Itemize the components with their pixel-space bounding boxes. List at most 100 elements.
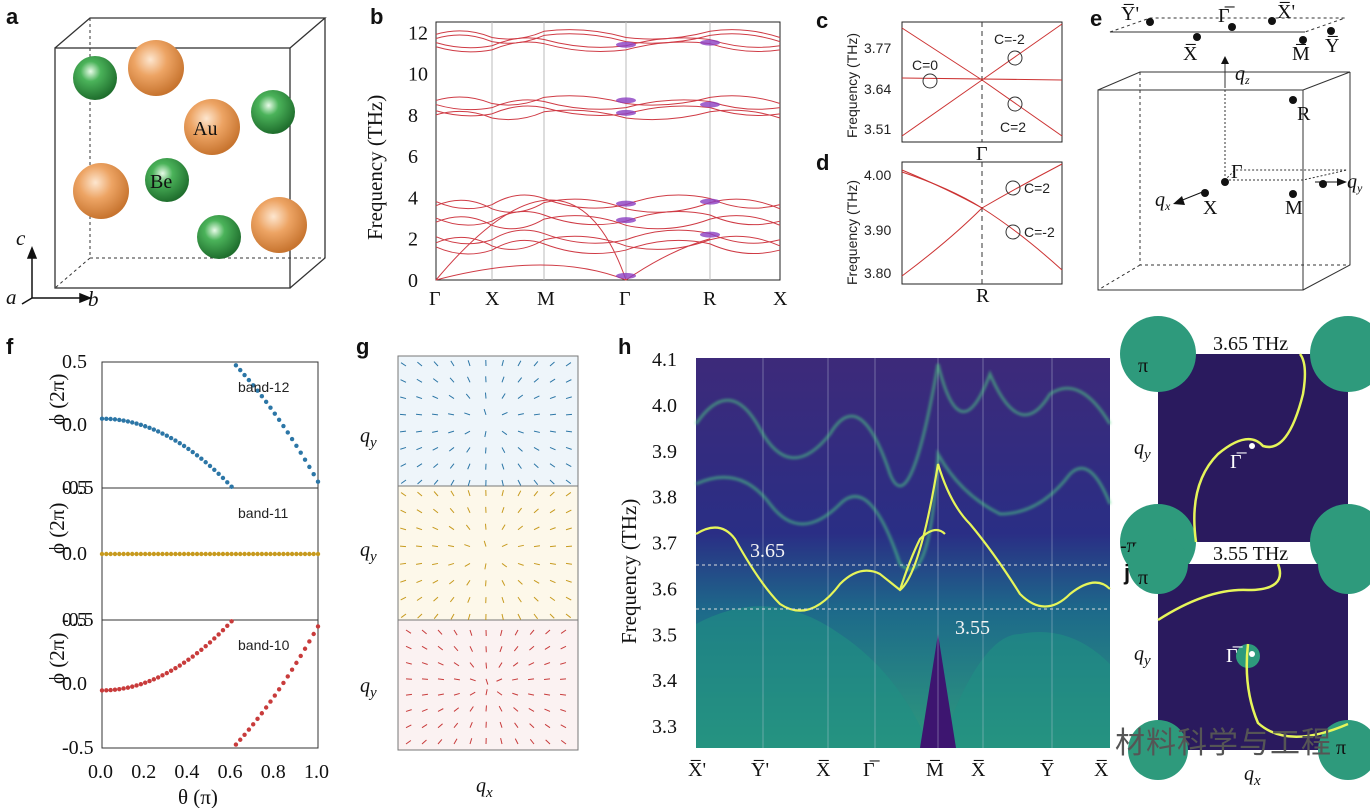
f-wilson-point: [285, 430, 290, 435]
b-band-line: [435, 37, 781, 49]
g-vector-arrow: [560, 662, 567, 665]
b-xtick: M: [537, 288, 555, 310]
g-vector-arrow: [448, 413, 455, 416]
f-ytick: 0.5: [62, 477, 87, 499]
f-wilson-point: [281, 423, 286, 429]
f-wilson-point: [212, 636, 217, 641]
c-ylabel: Frequency (THz): [844, 33, 860, 138]
g-vector-arrow: [528, 708, 535, 712]
g-vector-arrow: [449, 596, 455, 603]
g-vector-arrow: [448, 525, 455, 531]
f-wilson-point: [251, 551, 256, 557]
bz-point: M̅: [1292, 43, 1310, 65]
g-vector-arrow: [467, 490, 471, 497]
f-ytick: -0.5: [62, 737, 94, 759]
be-atom: [73, 56, 117, 100]
f-wilson-point: [225, 480, 230, 485]
b-xtick: X: [485, 288, 500, 310]
b-band-line: [435, 238, 711, 281]
g-vector-arrow: [437, 678, 445, 681]
f-wilson-point: [233, 363, 239, 368]
f-wilson-point: [125, 551, 131, 557]
f-wilson-point: [233, 551, 239, 557]
f-wilson-point: [220, 627, 226, 633]
g-vector-arrow: [400, 396, 407, 400]
g-vector-arrow: [469, 706, 474, 712]
g-vector-arrow: [449, 377, 455, 383]
g-vector-arrow: [565, 613, 572, 619]
f-ytick: 0.5: [62, 351, 87, 373]
g-vector-arrow: [467, 507, 471, 514]
g-vector-arrow: [549, 491, 555, 497]
g-vector-arrow: [416, 509, 423, 514]
f-ytick: -0.5: [62, 477, 94, 499]
g-vector-arrow: [433, 613, 439, 619]
g-vector-arrow: [433, 596, 439, 602]
b-crossing-node: [616, 217, 636, 224]
f-wilson-point: [168, 435, 174, 441]
g-vector-arrow: [416, 396, 423, 400]
g-vector-arrow: [500, 629, 503, 636]
g-vector-arrow: [565, 509, 572, 514]
bz-point: Y̅: [1325, 35, 1339, 57]
au-atom: [73, 163, 129, 219]
h-xtick: X̅: [816, 759, 831, 781]
b-band-line: [435, 215, 781, 230]
f-wilson-point: [212, 467, 217, 473]
f-wilson-point: [173, 666, 178, 671]
g-vector-arrow: [448, 562, 455, 566]
g-vector-arrow: [416, 446, 423, 451]
g-vector-arrow: [529, 738, 535, 745]
g-vector-arrow: [450, 360, 455, 367]
f-wilson-point: [311, 631, 316, 637]
f-wilson-point: [199, 647, 204, 652]
d-ytick: 3.80: [864, 265, 891, 281]
f-wilson-point: [108, 687, 113, 693]
f-wilson-point: [155, 675, 161, 680]
f-wilson-point: [155, 551, 161, 557]
g-vector-arrow: [437, 723, 443, 729]
g-vector-arrow: [405, 645, 412, 650]
f-wilson-point: [104, 688, 109, 693]
g-vector-arrow: [417, 491, 423, 497]
axis-a: a: [6, 285, 17, 309]
g-vector-arrow: [528, 662, 535, 666]
g-vector-arrow: [469, 721, 473, 728]
b-band-line: [435, 199, 627, 281]
g-vector-arrow: [400, 463, 407, 467]
g-vector-arrow: [469, 646, 473, 652]
b-crossing-node: [700, 231, 720, 238]
f-wilson-point: [181, 551, 187, 557]
c-ann-0: C=0: [912, 57, 938, 73]
h-ytick: 3.4: [652, 670, 677, 692]
g-vector-arrow: [565, 479, 572, 485]
panel-label-j: j: [1124, 560, 1131, 585]
f-wilson-point: [194, 453, 200, 458]
bz-point: M: [1285, 197, 1303, 219]
f-wilson-point: [307, 639, 312, 644]
b-crossing-node: [700, 39, 720, 46]
d-ytick: 3.90: [864, 222, 891, 238]
j-ylabel: qy: [1134, 643, 1151, 669]
g-vector-arrow: [432, 446, 439, 451]
f-wilson-point: [311, 551, 316, 557]
g-vector-arrow: [529, 645, 535, 651]
f-wilson-point: [207, 551, 213, 557]
f-wilson-point: [186, 446, 191, 452]
f-wilson-point: [190, 654, 195, 659]
g-vector-arrow: [512, 692, 519, 696]
g-vector-arrow: [399, 562, 407, 565]
g-vector-arrow: [421, 678, 429, 680]
g-vector-arrow: [514, 629, 519, 636]
g-vector-arrow: [465, 524, 471, 531]
f-wilson-point: [177, 551, 182, 557]
j-top: π: [1138, 567, 1148, 589]
b-band-line: [435, 105, 781, 117]
qx-label: qx: [1155, 189, 1171, 213]
g-vector-arrow: [513, 707, 519, 712]
f-wilson-point: [242, 372, 247, 378]
f-wilson-point: [289, 667, 295, 672]
f-wilson-point: [281, 551, 286, 557]
g-vector-arrow: [560, 724, 567, 729]
